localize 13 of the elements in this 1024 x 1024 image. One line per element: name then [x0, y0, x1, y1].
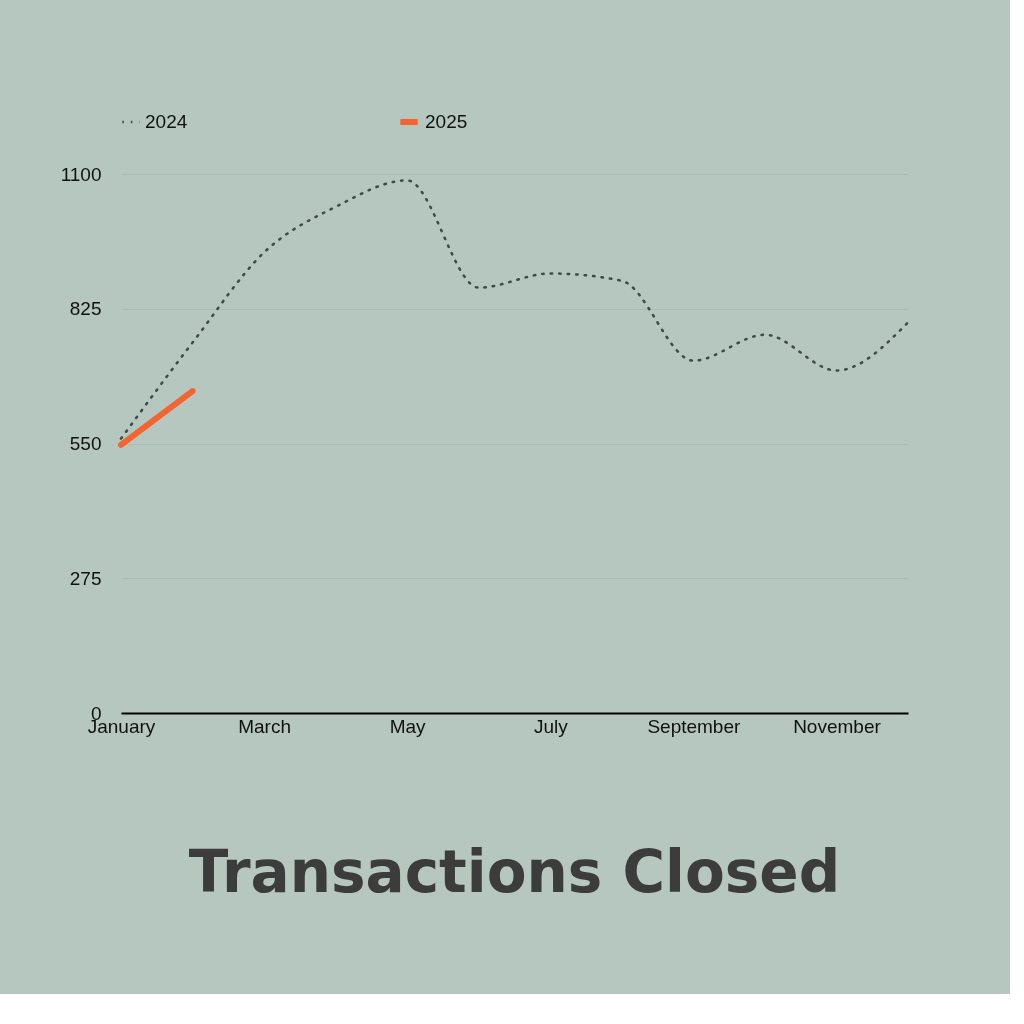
- y-tick-label: 275: [69, 567, 102, 589]
- x-tick-label: November: [793, 715, 882, 737]
- y-tick-label: 825: [69, 298, 102, 320]
- y-tick-label: 550: [69, 433, 102, 454]
- x-tick-label: July: [533, 715, 569, 737]
- text: Transactions Closed: [188, 838, 841, 906]
- legend-label: 2025: [425, 111, 468, 132]
- x-tick-label: September: [647, 715, 741, 737]
- x-tick-label: March: [238, 715, 291, 737]
- line-series: [119, 179, 910, 440]
- legend-label: 2024: [145, 111, 188, 132]
- x-tick-label: May: [389, 715, 427, 737]
- y-tick-label: 1100: [60, 163, 102, 185]
